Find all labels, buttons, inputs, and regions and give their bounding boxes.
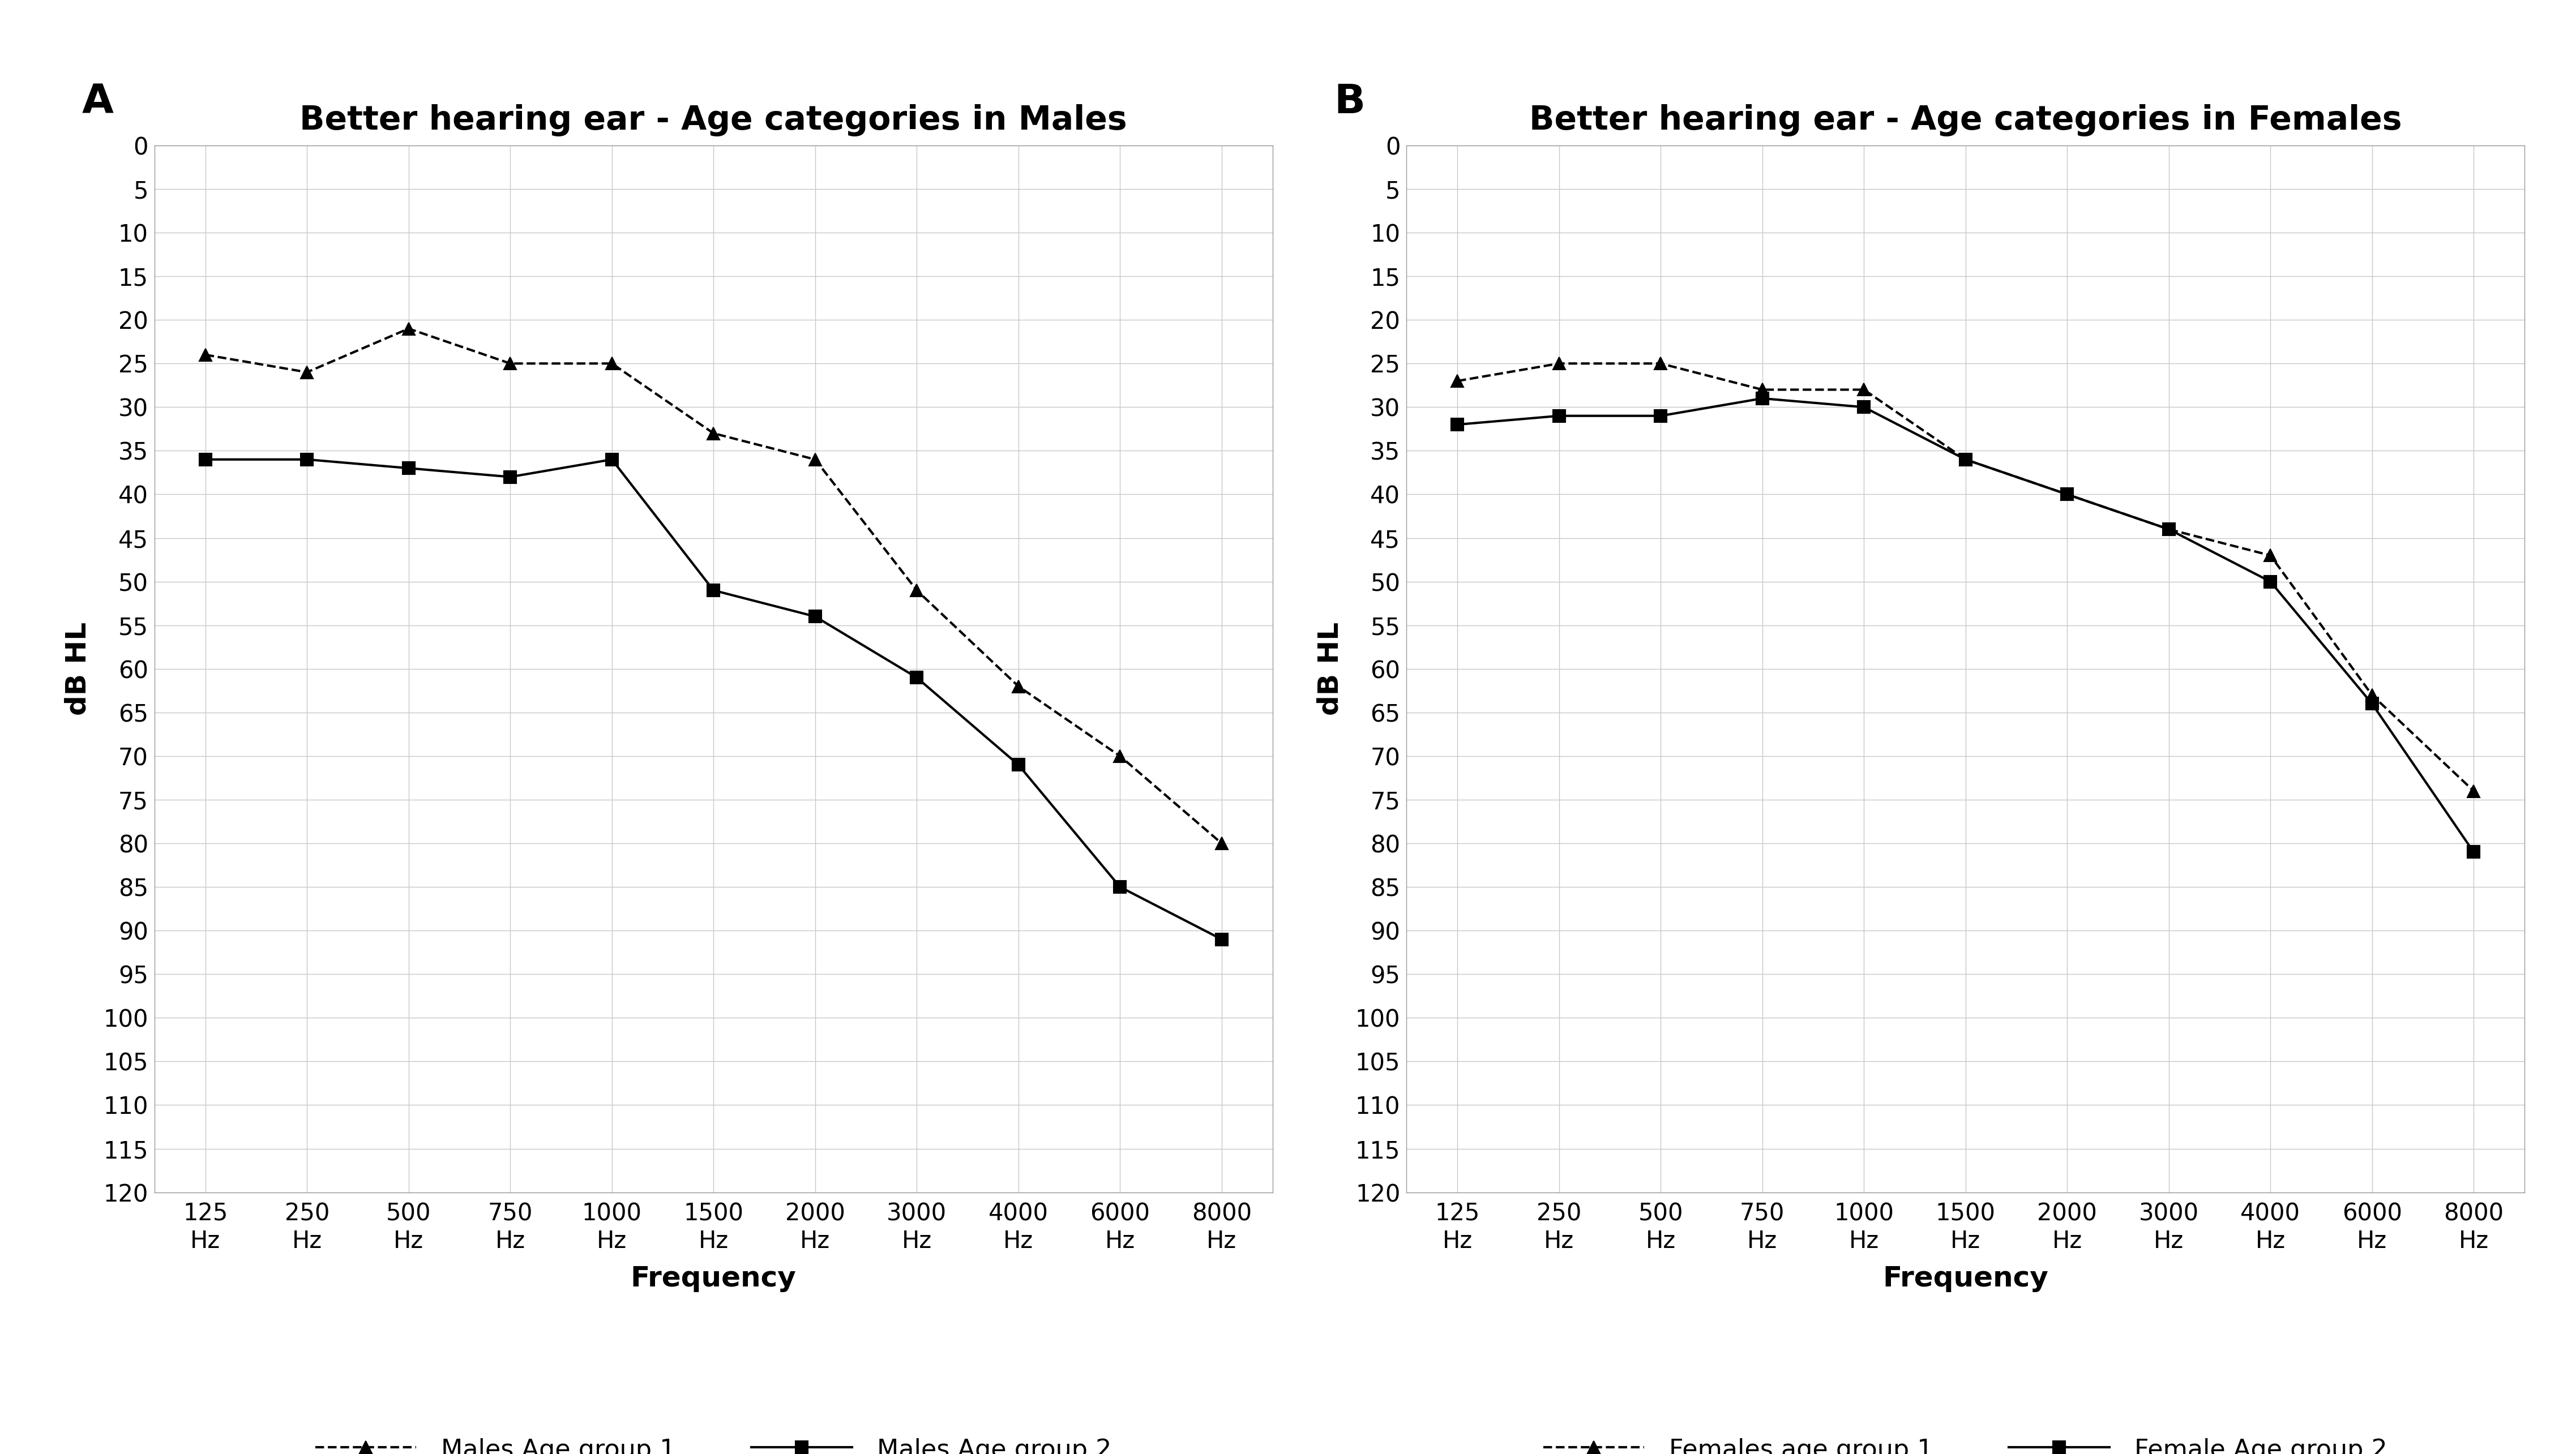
Line: Males Age group 2: Males Age group 2 [198,454,1229,945]
Female Age group 2 [1950,451,1981,468]
Males Age group 2 [1105,878,1136,896]
Female Age group 2 [1543,407,1574,425]
Title: Better hearing ear - Age categories in Males: Better hearing ear - Age categories in M… [299,105,1128,137]
Males Age group 2 [291,451,322,468]
Males Age group 2 [598,451,629,468]
Males Age group 1 [1206,835,1236,852]
Males Age group 2 [698,582,729,599]
Text: B: B [1334,83,1365,122]
Females age group 1 [1646,355,1677,372]
Legend: Females age group 1, Female Age group 2: Females age group 1, Female Age group 2 [1533,1426,2398,1454]
Males Age group 1 [902,582,933,599]
Line: Males Age group 1: Males Age group 1 [198,323,1229,849]
Females age group 1 [2154,521,2184,538]
Males Age group 1 [799,451,829,468]
Males Age group 2 [799,608,829,625]
Female Age group 2 [2458,843,2488,861]
Males Age group 1 [598,355,629,372]
Female Age group 2 [2357,695,2388,712]
Males Age group 1 [191,346,222,364]
Females age group 1 [2458,782,2488,800]
Males Age group 1 [394,320,425,337]
Males Age group 1 [1105,747,1136,765]
Females age group 1 [1850,381,1880,398]
Female Age group 2 [2154,521,2184,538]
Males Age group 2 [495,468,526,486]
Female Age group 2 [2050,486,2081,503]
Female Age group 2 [1646,407,1677,425]
Males Age group 1 [698,425,729,442]
Y-axis label: dB HL: dB HL [1316,622,1345,715]
Text: A: A [82,83,113,122]
Females age group 1 [1543,355,1574,372]
Males Age group 1 [291,364,322,381]
Female Age group 2 [1850,398,1880,416]
Females age group 1 [1950,451,1981,468]
Females age group 1 [1747,381,1777,398]
Females age group 1 [2357,686,2388,704]
Female Age group 2 [2254,573,2285,590]
Line: Female Age group 2: Female Age group 2 [1450,393,2481,858]
X-axis label: Frequency: Frequency [631,1265,796,1293]
Males Age group 2 [902,669,933,686]
Title: Better hearing ear - Age categories in Females: Better hearing ear - Age categories in F… [1530,105,2401,137]
Males Age group 2 [1002,756,1033,774]
Female Age group 2 [1443,416,1473,433]
Females age group 1 [2254,547,2285,564]
X-axis label: Frequency: Frequency [1883,1265,2048,1293]
Females age group 1 [2050,486,2081,503]
Line: Females age group 1: Females age group 1 [1450,358,2481,797]
Females age group 1 [1443,372,1473,390]
Males Age group 1 [495,355,526,372]
Y-axis label: dB HL: dB HL [64,622,93,715]
Males Age group 2 [394,459,425,477]
Males Age group 1 [1002,678,1033,695]
Males Age group 2 [1206,931,1236,948]
Males Age group 2 [191,451,222,468]
Legend: Males Age group 1, Males Age group 2: Males Age group 1, Males Age group 2 [304,1426,1121,1454]
Female Age group 2 [1747,390,1777,407]
